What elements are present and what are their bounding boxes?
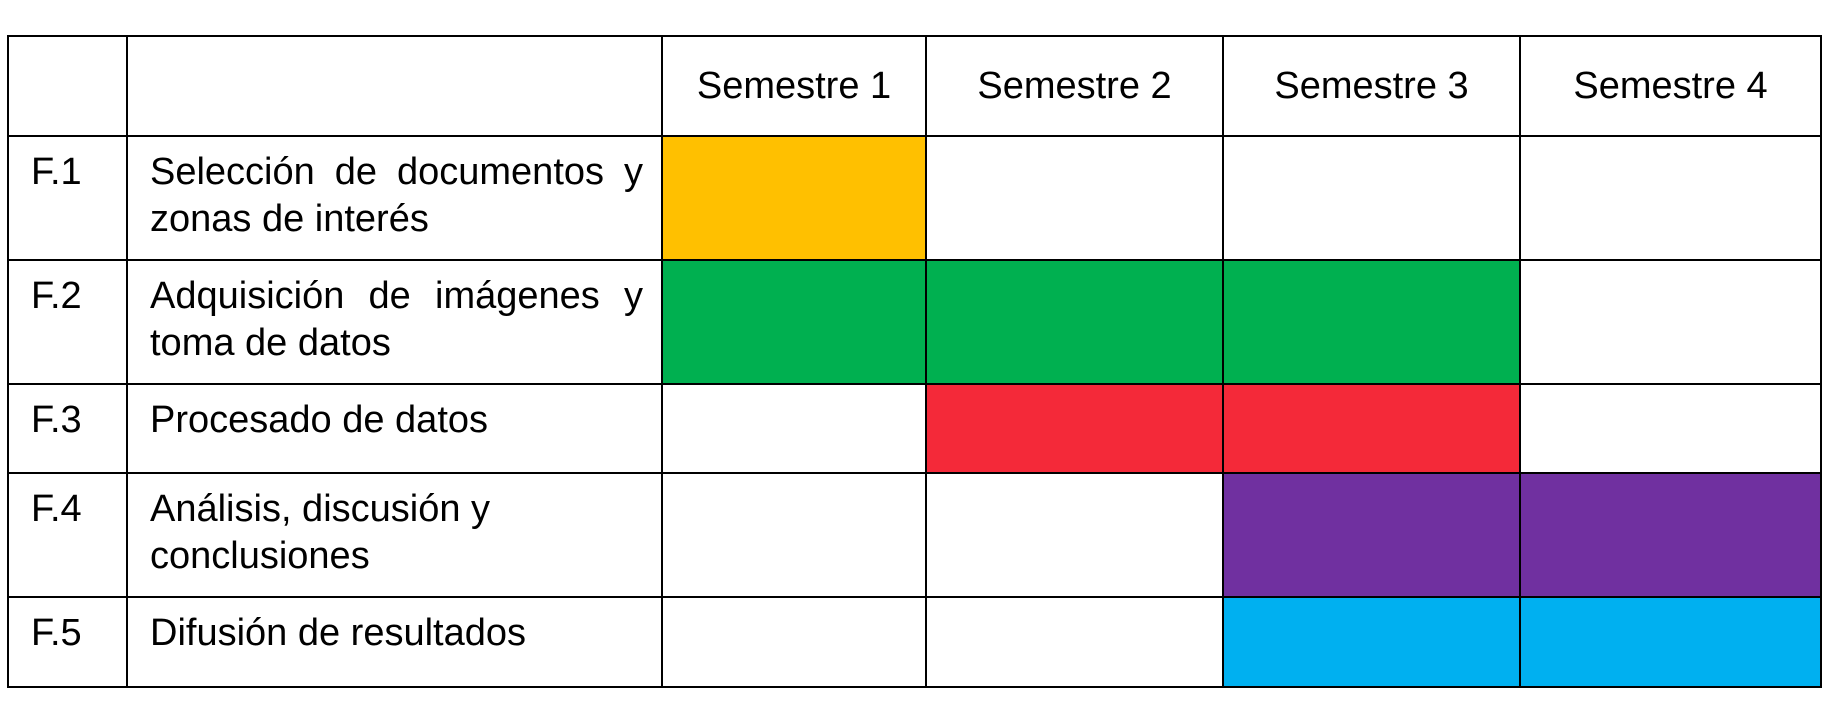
phase-name-cell: Procesado de datos [126, 383, 663, 474]
phase-id: F.2 [31, 275, 82, 317]
phase-name: Selección de documentos y zonas de inter… [150, 151, 643, 240]
phase-id-cell: F.5 [7, 596, 128, 688]
semester-2-header: Semestre 2 [925, 35, 1224, 137]
phase-row: F.1 Selección de documentos y zonas de i… [7, 135, 1822, 261]
phase-name: Análisis, discusión y conclusiones [150, 488, 491, 577]
bar-cell [661, 383, 927, 474]
bar-cell [925, 472, 1224, 598]
phase-row: F.2 Adquisición de imágenes y toma de da… [7, 259, 1822, 385]
semester-3-header: Semestre 3 [1222, 35, 1521, 137]
semester-1-header: Semestre 1 [661, 35, 927, 137]
phase-id-cell: F.3 [7, 383, 128, 474]
bar-cell [1519, 259, 1822, 385]
gantt-bar [1222, 472, 1521, 598]
phase-id: F.4 [31, 488, 82, 530]
header-row: Semestre 1 Semestre 2 Semestre 3 Semestr… [7, 35, 1822, 137]
gantt-bar [661, 259, 927, 385]
gantt-bar [1222, 259, 1521, 385]
bar-cell [1519, 383, 1822, 474]
phase-row: F.4 Análisis, discusión y conclusiones [7, 472, 1822, 598]
header-id-cell [7, 35, 128, 137]
phase-name-cell: Análisis, discusión y conclusiones [126, 472, 663, 598]
gantt-bar [661, 135, 927, 261]
phase-id: F.3 [31, 399, 82, 441]
phase-row: F.5 Difusión de resultados [7, 596, 1822, 688]
phase-id-cell: F.4 [7, 472, 128, 598]
phase-id-cell: F.2 [7, 259, 128, 385]
bar-cell [1519, 135, 1822, 261]
phase-id: F.5 [31, 612, 82, 654]
gantt-bar [925, 259, 1224, 385]
gantt-table: Semestre 1 Semestre 2 Semestre 3 Semestr… [7, 35, 1822, 688]
gantt-bar [1519, 472, 1822, 598]
gantt-bar [1222, 596, 1521, 688]
gantt-bar [1222, 383, 1521, 474]
phase-name-cell: Selección de documentos y zonas de inter… [126, 135, 663, 261]
phase-name-cell: Difusión de resultados [126, 596, 663, 688]
phase-row: F.3 Procesado de datos [7, 383, 1822, 474]
phase-name: Procesado de datos [150, 399, 489, 441]
semester-4-header: Semestre 4 [1519, 35, 1822, 137]
bar-cell [661, 596, 927, 688]
gantt-bar [1519, 596, 1822, 688]
phase-id: F.1 [31, 151, 82, 193]
bar-cell [661, 472, 927, 598]
bar-cell [925, 596, 1224, 688]
bar-cell [1222, 135, 1521, 261]
bar-cell [925, 135, 1224, 261]
header-task-cell [126, 35, 663, 137]
phase-name-cell: Adquisición de imágenes y toma de datos [126, 259, 663, 385]
phase-name: Adquisición de imágenes y toma de datos [150, 275, 643, 364]
phase-id-cell: F.1 [7, 135, 128, 261]
gantt-bar [925, 383, 1224, 474]
phase-name: Difusión de resultados [150, 612, 526, 654]
